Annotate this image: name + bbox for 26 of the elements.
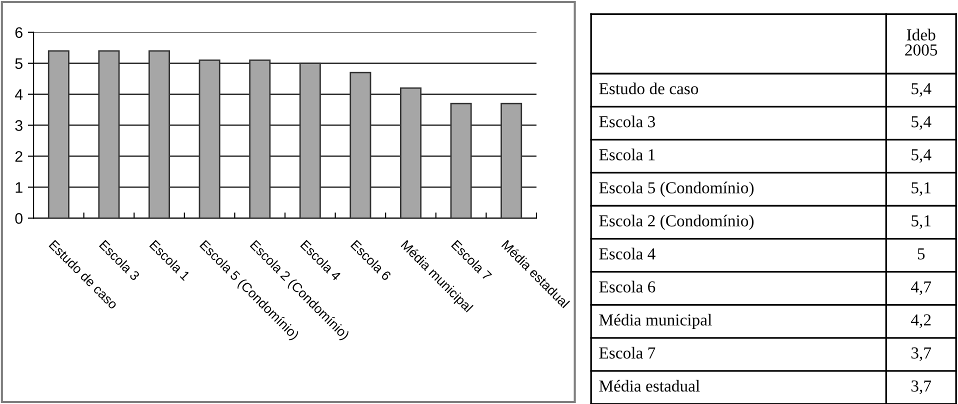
category-label: Escola 3 xyxy=(599,116,656,128)
text: Ideb 2005 xyxy=(905,28,938,56)
category-label: Estudo de caso xyxy=(599,82,698,94)
y-tick-label: 5 xyxy=(15,58,22,69)
y-tick-label: 0 xyxy=(15,213,23,224)
y-tick-label: 1 xyxy=(16,182,22,193)
category-label: Escola 2 (Condomínio) xyxy=(599,214,754,230)
text: 4,7 xyxy=(911,281,932,295)
text: 5 xyxy=(918,248,925,260)
text: 4,2 xyxy=(911,314,931,328)
text: 5,4 xyxy=(912,116,932,130)
category-label: Média estadual xyxy=(599,380,700,392)
y-tick-label: 6 xyxy=(15,27,22,38)
text: 5,4 xyxy=(912,149,932,163)
y-tick-label: 2 xyxy=(15,151,22,162)
text: 5,4 xyxy=(912,83,932,97)
y-tick-label: 4 xyxy=(14,89,23,100)
y-tick-label: 3 xyxy=(15,120,22,131)
category-label: Escola 7 xyxy=(599,346,656,359)
category-label: Escola 5 (Condomínio) xyxy=(599,182,754,197)
text: 3,7 xyxy=(911,347,932,362)
text: 5,1 xyxy=(912,215,931,229)
category-label: Média municipal xyxy=(599,314,712,329)
text: 5,1 xyxy=(912,182,931,196)
text: 3,7 xyxy=(911,380,932,394)
category-label: Escola 1 xyxy=(599,148,655,160)
